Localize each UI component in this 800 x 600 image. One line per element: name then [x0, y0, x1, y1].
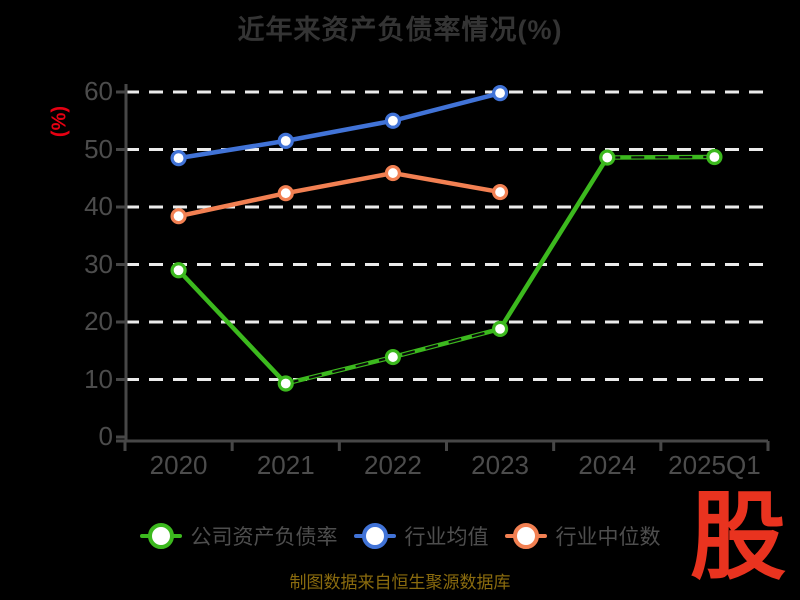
y-tick-label: 30	[84, 248, 113, 279]
x-tick-label: 2024	[578, 450, 637, 480]
y-tick-label: 60	[84, 75, 113, 106]
legend-marker-orange	[504, 523, 547, 549]
legend-item-company-ratio[interactable]: 公司资产负债率	[139, 521, 338, 551]
y-tick-label: 20	[84, 305, 113, 336]
stock-watermark-character: 股	[690, 484, 786, 591]
chart-legend: 公司资产负债率 行业均值 行业中位数	[0, 521, 800, 551]
legend-label-industry-median: 行业中位数	[555, 526, 661, 549]
legend-marker-blue	[353, 523, 396, 549]
x-tick-label: 2025Q1	[668, 450, 761, 480]
y-tick-label: 40	[84, 190, 113, 221]
legend-label-company-ratio: 公司资产负债率	[190, 526, 338, 549]
x-tick-label: 2020	[149, 450, 208, 480]
x-tick-label: 2023	[471, 450, 529, 480]
y-tick-label: 50	[84, 133, 113, 164]
legend-label-industry-average: 行业均值	[404, 526, 489, 549]
chart-title: 近年来资产负债率情况(%)	[237, 15, 563, 45]
y-tick-label: 10	[84, 363, 113, 394]
y-tick-label: 0	[98, 420, 113, 451]
legend-item-industry-median[interactable]: 行业中位数	[504, 521, 661, 551]
x-tick-label: 2022	[363, 450, 422, 480]
legend-marker-green	[139, 523, 182, 549]
x-tick-label: 2021	[256, 450, 315, 480]
legend-item-industry-average[interactable]: 行业均值	[353, 521, 489, 551]
data-source-note: 制图数据来自恒生聚源数据库	[289, 573, 511, 592]
